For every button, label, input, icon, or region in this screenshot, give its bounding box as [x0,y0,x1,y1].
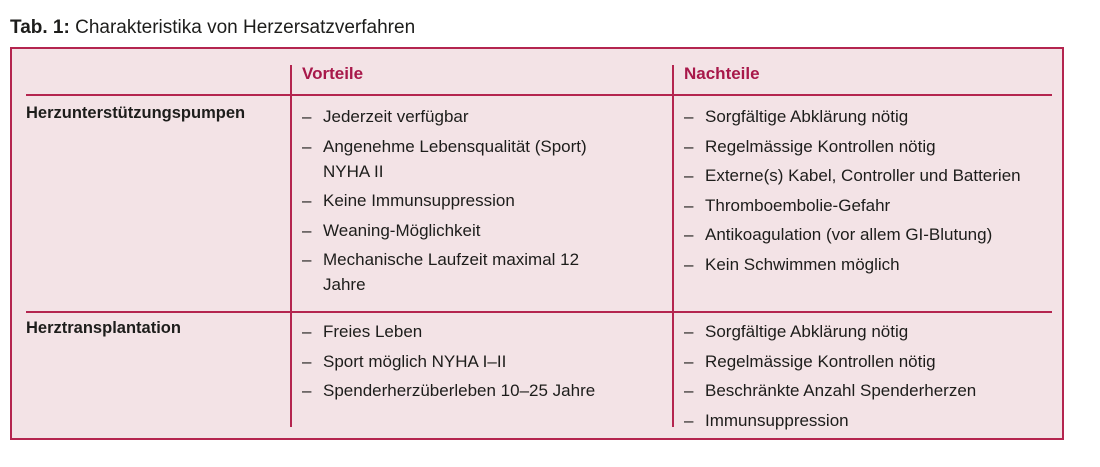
dash-bullet: – [684,322,694,341]
list-item: – Mechanische Laufzeit maximal 12 Jahre [302,247,603,297]
list-item: – Immunsuppression [684,408,1054,433]
dash-bullet: – [684,136,694,156]
list-item: – Antikoagulation (vor allem GI-Blutung) [684,222,1054,247]
nachteile-list: – Sorgfältige Abklärung nötig – Regelmässig… [684,319,1054,437]
list-item: – Jederzeit verfügbar [302,104,642,129]
list-item: – Angenehme Lebensqualität (Sport) NYHA I… [302,134,623,184]
list-item-text: Angenehme Lebensqualität (Sport) NYHA II [323,136,587,181]
list-item-text: Sport möglich NYHA I–II [323,351,507,371]
caption-title: Charakteristika von Herzersatzverfahren [75,17,416,38]
list-item: – Externe(s) Kabel, Controller und Batter… [684,163,1054,188]
dash-bullet: – [302,191,312,210]
list-item: – Sorgfältige Abklärung nötig [684,319,1054,344]
list-item: – Freies Leben [302,319,672,344]
list-item: – Spenderherzüberleben 10–25 Jahre [302,378,672,403]
row-label: Herzunterstützungspumpen [26,104,246,122]
vorteile-list: – Jederzeit verfügbar – Angenehme Lebensqua… [302,104,642,302]
dash-bullet: – [684,254,694,274]
list-item-text: Keine Immunsuppression [323,191,515,210]
list-item-text: Sorgfältige Abklärung nötig [705,322,909,341]
column-divider [672,65,674,427]
list-item: – Regelmässige Kontrollen nötig [684,134,1054,159]
list-item: – Weaning-Möglichkeit [302,218,642,243]
dash-bullet: – [684,381,694,400]
list-item-text: Regelmässige Kontrollen nötig [705,136,936,156]
list-item: – Sorgfältige Abklärung nötig [684,104,1054,129]
nachteile-list: – Sorgfältige Abklärung nötig – Regelmässig… [684,104,1054,281]
header-vorteile: Vorteile [302,64,364,83]
list-item-text: Kein Schwimmen möglich [705,254,900,274]
list-item: – Sport möglich NYHA I–II [302,349,672,374]
list-item-text: Externe(s) Kabel, Controller und Batteri… [705,166,1021,185]
list-item: – Thromboembolie-Gefahr [684,193,1054,218]
list-item: – Kein Schwimmen möglich [684,252,1054,277]
list-item-text: Immunsuppression [705,410,849,430]
dash-bullet: – [684,195,694,215]
list-item-text: Mechanische Laufzeit maximal 12 Jahre [323,250,580,294]
list-item-text: Sorgfältige Abklärung nötig [705,107,909,126]
list-item: – Regelmässige Kontrollen nötig [684,349,1054,374]
row-label: Herztransplantation [26,319,181,337]
list-item: – Beschränkte Anzahl Spenderherzen [684,378,1054,403]
header-nachteile: Nachteile [684,64,760,83]
dash-bullet: – [302,136,312,156]
vorteile-list: – Freies Leben – Sport möglich NYHA I–II – Sp… [302,319,672,408]
column-divider [290,65,292,427]
dash-bullet: – [684,166,694,185]
dash-bullet: – [302,107,312,126]
list-item-text: Spenderherzüberleben 10–25 Jahre [323,381,596,400]
table: Vorteile Nachteile Herzunterstützungspum… [10,47,1064,440]
list-item-text: Antikoagulation (vor allem GI-Blutung) [705,225,993,244]
table-caption: Tab. 1: Charakteristika von Herzersatzve… [10,17,415,39]
row-divider [26,311,1052,313]
dash-bullet: – [684,410,694,430]
dash-bullet: – [302,381,312,400]
dash-bullet: – [684,351,694,371]
dash-bullet: – [302,250,312,269]
header-divider [26,94,1052,96]
list-item-text: Beschränkte Anzahl Spenderherzen [705,381,977,400]
caption-label: Tab. 1: [10,17,70,38]
list-item-text: Freies Leben [323,322,423,341]
dash-bullet: – [302,220,312,240]
list-item-text: Thromboembolie-Gefahr [705,195,891,215]
dash-bullet: – [684,225,694,244]
list-item-text: Jederzeit verfügbar [323,107,469,126]
dash-bullet: – [684,107,694,126]
list-item: – Keine Immunsuppression [302,188,642,213]
dash-bullet: – [302,351,312,371]
list-item-text: Weaning-Möglichkeit [323,220,481,240]
dash-bullet: – [302,322,312,341]
list-item-text: Regelmässige Kontrollen nötig [705,351,936,371]
